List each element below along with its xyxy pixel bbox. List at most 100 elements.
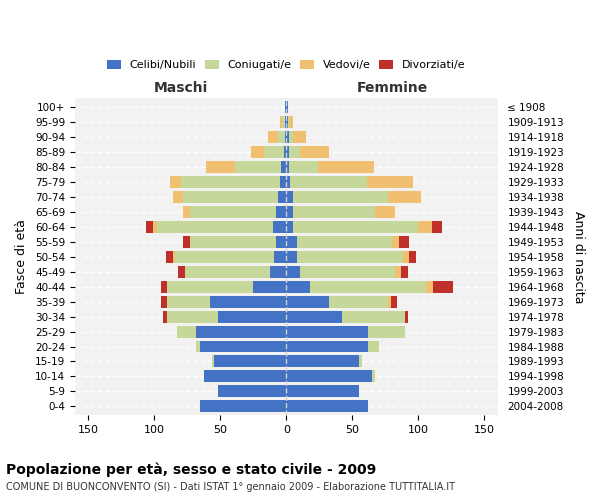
Bar — [433, 280, 453, 292]
Bar — [166, 251, 173, 263]
Bar — [289, 161, 318, 173]
Bar — [196, 326, 286, 338]
Bar — [286, 310, 342, 322]
Bar — [286, 296, 329, 308]
Bar — [286, 280, 310, 292]
Bar — [251, 146, 264, 158]
Bar — [206, 161, 235, 173]
Bar — [368, 340, 379, 352]
Bar — [289, 131, 293, 143]
Bar — [286, 266, 299, 278]
Bar — [200, 400, 286, 412]
Bar — [200, 340, 286, 352]
Bar — [235, 161, 281, 173]
Bar — [175, 251, 274, 263]
Bar — [176, 326, 196, 338]
Bar — [392, 236, 398, 248]
Bar — [286, 386, 359, 398]
Bar — [388, 191, 421, 203]
Legend: Celibi/Nubili, Coniugati/e, Vedovi/e, Divorziati/e: Celibi/Nubili, Coniugati/e, Vedovi/e, Di… — [107, 60, 465, 70]
Bar — [403, 251, 409, 263]
Bar — [205, 370, 286, 382]
Bar — [173, 191, 183, 203]
Bar — [409, 251, 416, 263]
Bar — [342, 310, 405, 322]
Bar — [280, 176, 286, 188]
Bar — [190, 236, 276, 248]
Bar — [293, 131, 306, 143]
Bar — [329, 296, 388, 308]
Bar — [293, 191, 388, 203]
Bar — [398, 236, 409, 248]
Bar — [268, 131, 278, 143]
Bar — [183, 236, 190, 248]
Bar — [253, 280, 286, 292]
Bar — [161, 280, 167, 292]
Bar — [281, 161, 286, 173]
Bar — [285, 116, 286, 128]
Bar — [299, 146, 329, 158]
Bar — [286, 102, 287, 114]
Bar — [286, 400, 368, 412]
Bar — [209, 296, 286, 308]
Bar — [401, 266, 408, 278]
Bar — [181, 176, 280, 188]
Bar — [284, 146, 286, 158]
Bar — [161, 296, 167, 308]
Bar — [167, 310, 218, 322]
Bar — [395, 266, 401, 278]
Bar — [167, 280, 253, 292]
Bar — [276, 236, 286, 248]
Bar — [190, 206, 276, 218]
Y-axis label: Anni di nascita: Anni di nascita — [572, 210, 585, 303]
Bar — [285, 131, 286, 143]
Bar — [146, 221, 153, 233]
Bar — [286, 176, 290, 188]
Bar — [286, 251, 297, 263]
Bar — [173, 251, 175, 263]
Bar — [388, 296, 391, 308]
Y-axis label: Fasce di età: Fasce di età — [15, 220, 28, 294]
Bar — [367, 176, 413, 188]
Bar — [218, 310, 286, 322]
Bar — [170, 176, 181, 188]
Bar — [289, 146, 299, 158]
Bar — [264, 146, 284, 158]
Text: COMUNE DI BUONCONVENTO (SI) - Dati ISTAT 1° gennaio 2009 - Elaborazione TUTTITAL: COMUNE DI BUONCONVENTO (SI) - Dati ISTAT… — [6, 482, 455, 492]
Bar — [212, 356, 214, 368]
Bar — [286, 116, 287, 128]
Bar — [183, 191, 278, 203]
Bar — [280, 116, 283, 128]
Bar — [278, 191, 286, 203]
Text: Maschi: Maschi — [154, 82, 208, 96]
Bar — [153, 221, 157, 233]
Bar — [405, 310, 408, 322]
Bar — [372, 370, 375, 382]
Bar — [196, 340, 200, 352]
Bar — [183, 206, 190, 218]
Bar — [278, 131, 285, 143]
Bar — [214, 356, 286, 368]
Bar — [318, 161, 374, 173]
Bar — [273, 221, 286, 233]
Bar — [218, 386, 286, 398]
Bar — [286, 191, 293, 203]
Bar — [359, 356, 362, 368]
Bar — [290, 176, 367, 188]
Bar — [286, 340, 368, 352]
Bar — [368, 326, 405, 338]
Bar — [375, 206, 395, 218]
Bar — [157, 221, 273, 233]
Bar — [418, 221, 431, 233]
Bar — [431, 221, 442, 233]
Bar — [178, 266, 185, 278]
Bar — [285, 102, 286, 114]
Bar — [286, 131, 289, 143]
Text: Popolazione per età, sesso e stato civile - 2009: Popolazione per età, sesso e stato civil… — [6, 462, 376, 477]
Bar — [286, 356, 359, 368]
Bar — [286, 236, 297, 248]
Bar — [276, 206, 286, 218]
Bar — [297, 236, 392, 248]
Bar — [167, 296, 209, 308]
Bar — [286, 161, 289, 173]
